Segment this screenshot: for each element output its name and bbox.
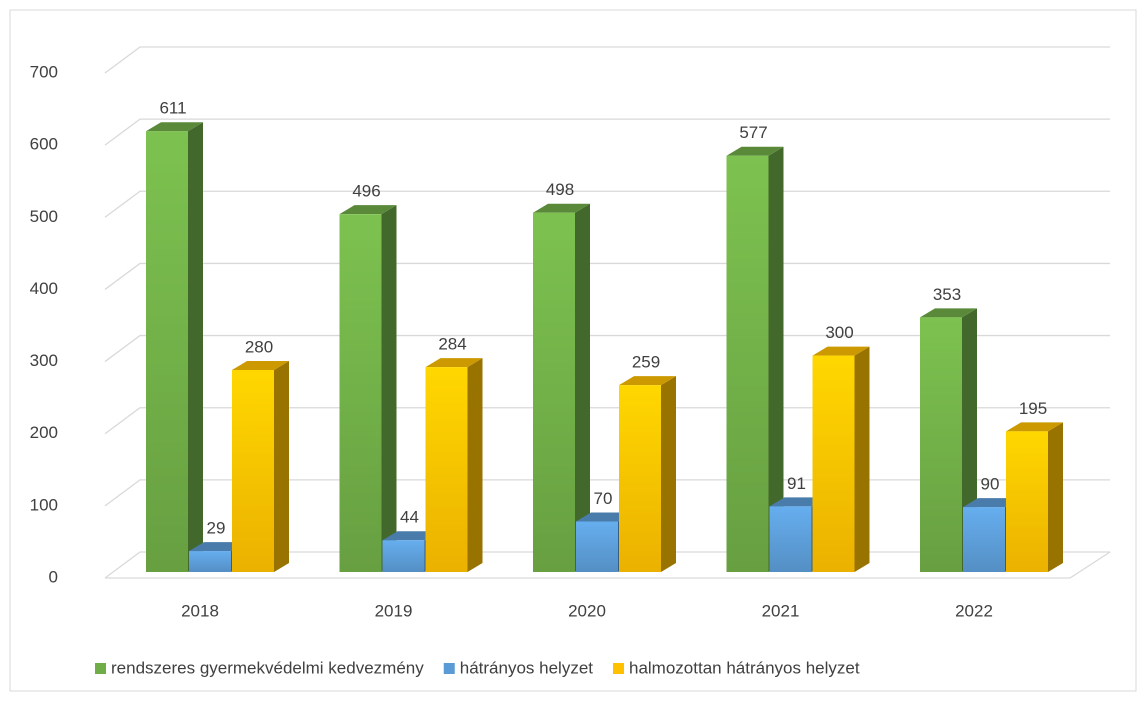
bar — [382, 540, 425, 572]
legend-label: rendszeres gyermekvédelmi kedvezmény — [111, 658, 424, 677]
bar-side — [467, 358, 483, 572]
x-tick-label: 2021 — [762, 601, 800, 620]
bar-side — [381, 205, 397, 572]
data-label: 353 — [933, 285, 961, 304]
legend-swatch — [443, 663, 455, 674]
bar-top — [1006, 422, 1063, 432]
bar — [576, 521, 618, 572]
data-label: 280 — [245, 337, 273, 356]
data-label: 498 — [546, 180, 574, 199]
bar — [920, 317, 962, 572]
y-tick-label: 700 — [30, 62, 58, 81]
bar — [146, 131, 188, 572]
data-label: 611 — [159, 99, 186, 118]
bar-top — [619, 376, 676, 386]
bar-side — [661, 376, 676, 572]
y-tick-label: 300 — [30, 351, 58, 370]
bar — [425, 367, 468, 572]
y-tick-label: 200 — [30, 423, 58, 442]
bar-side — [1048, 422, 1063, 572]
bar — [1006, 431, 1048, 572]
bar — [963, 507, 1005, 572]
grid-line — [104, 262, 1110, 290]
data-label: 90 — [981, 475, 1000, 494]
legend-label: halmozottan hátrányos helyzet — [629, 658, 860, 677]
data-label: 300 — [825, 323, 853, 342]
bar-side — [768, 146, 784, 572]
bar-side — [575, 203, 590, 572]
bar — [619, 385, 661, 572]
bar — [232, 370, 274, 572]
grid-line — [104, 479, 1110, 507]
data-label: 259 — [632, 353, 660, 372]
legend-swatch — [95, 663, 106, 674]
bar-side — [274, 361, 289, 572]
bar-top — [382, 531, 440, 541]
x-tick-label: 2022 — [955, 601, 993, 620]
bar-top — [812, 346, 870, 356]
bar-top — [920, 308, 977, 318]
bar — [339, 214, 382, 572]
bar-top — [533, 203, 590, 213]
bar-top — [769, 497, 827, 507]
bar-side — [188, 122, 203, 572]
y-tick-label: 100 — [30, 495, 58, 514]
bar-top — [963, 498, 1020, 508]
bar-top — [425, 358, 483, 368]
grid-line — [104, 46, 1110, 74]
y-tick-label: 500 — [30, 207, 58, 226]
grid-line — [104, 407, 1110, 435]
y-tick-label: 0 — [49, 567, 58, 586]
data-label: 496 — [352, 182, 380, 201]
bar-top — [189, 542, 246, 552]
y-tick-label: 600 — [30, 135, 58, 154]
data-label: 91 — [787, 474, 806, 493]
grid-line — [104, 190, 1110, 218]
data-label: 29 — [207, 519, 226, 538]
chart-border — [9, 9, 1137, 692]
grid-line — [104, 118, 1110, 146]
bar — [189, 551, 231, 572]
grid-line — [104, 334, 1110, 363]
x-tick-label: 2019 — [375, 601, 413, 620]
x-tick-label: 2018 — [181, 601, 219, 620]
data-label: 195 — [1019, 399, 1047, 418]
bar — [726, 155, 769, 572]
bar-top — [576, 512, 633, 522]
data-label: 284 — [438, 335, 466, 354]
legend-swatch — [613, 663, 624, 674]
bar — [533, 212, 575, 572]
bar — [812, 355, 855, 572]
data-label: 70 — [594, 489, 613, 508]
data-label: 577 — [739, 123, 767, 142]
x-tick-label: 2020 — [568, 601, 606, 620]
bar-side — [854, 346, 870, 572]
bar-top — [726, 146, 784, 156]
y-tick-label: 400 — [30, 279, 58, 298]
bar-top — [232, 361, 289, 370]
legend-label: hátrányos helyzet — [460, 658, 594, 677]
bar-top — [339, 205, 397, 215]
data-label: 44 — [400, 508, 419, 527]
bar — [769, 506, 812, 572]
bar-top — [146, 122, 203, 132]
floor — [105, 551, 1111, 579]
